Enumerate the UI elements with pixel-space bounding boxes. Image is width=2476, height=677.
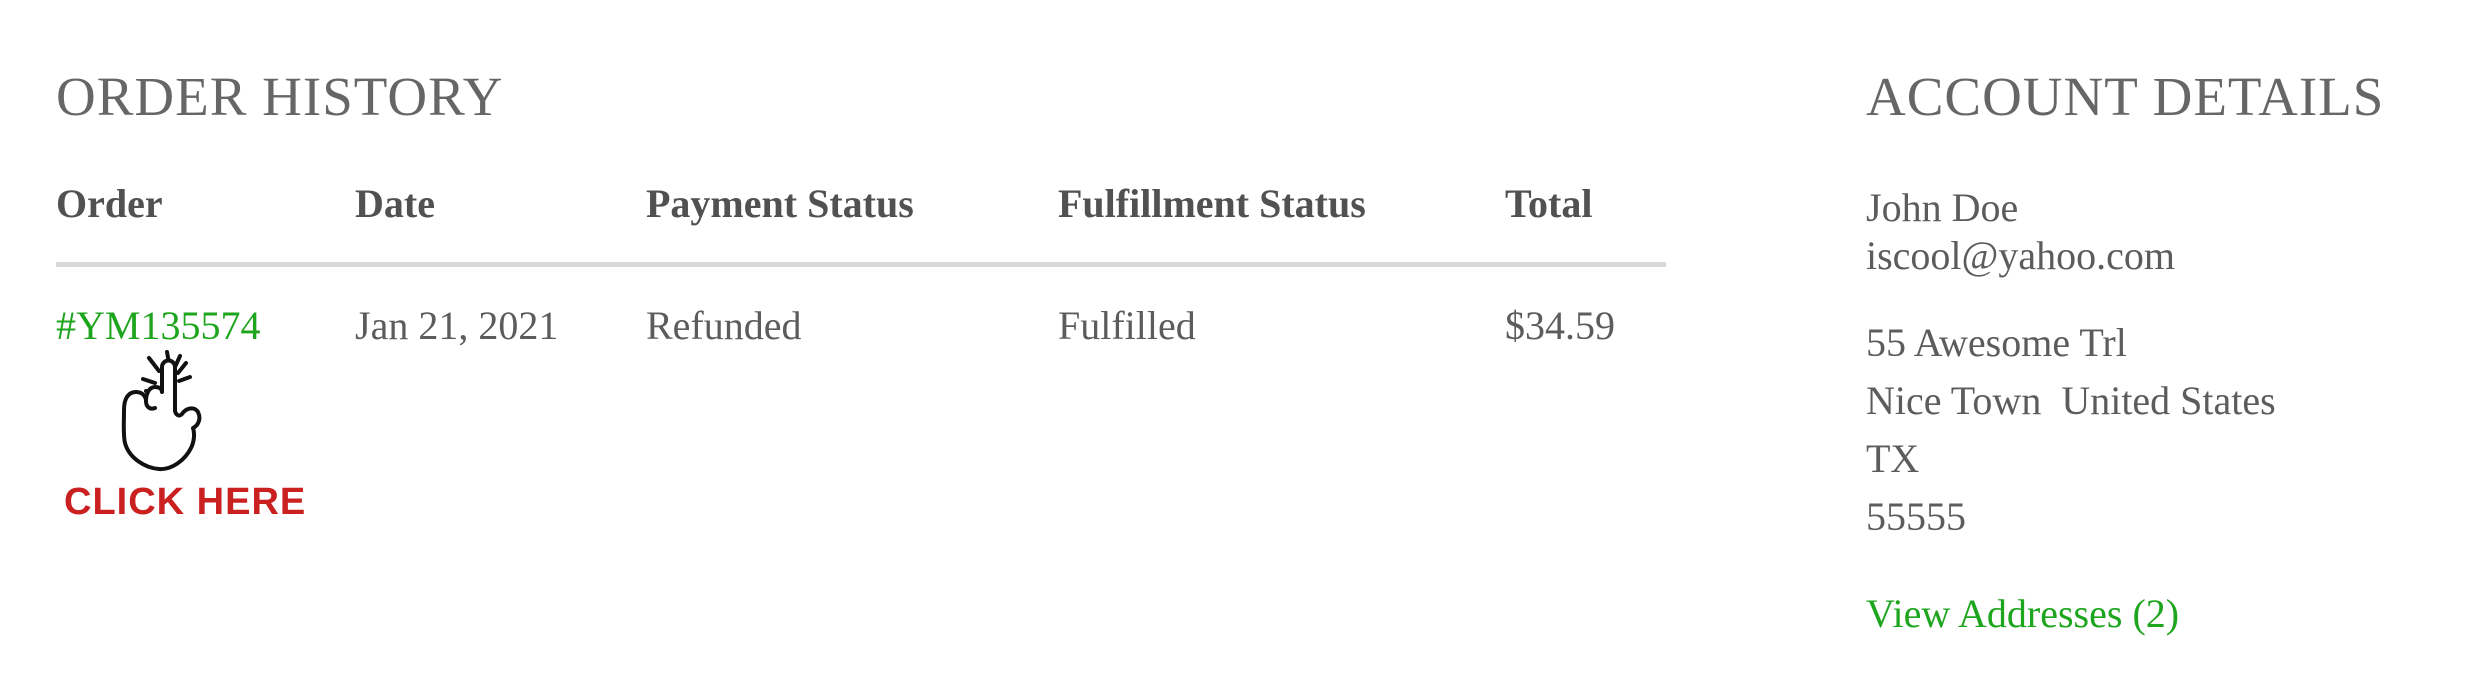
address-state: TX — [1866, 436, 1920, 481]
column-header-total: Total — [1505, 181, 1593, 226]
click-ray — [147, 356, 161, 373]
order-total-cell: $34.59 — [1505, 303, 1615, 348]
address-city-country: Nice Town United States — [1866, 378, 2276, 423]
table-header-divider — [56, 262, 1666, 267]
customer-email: iscool@yahoo.com — [1866, 233, 2176, 278]
default-address: 55 Awesome Trl Nice Town United States T… — [1866, 314, 2276, 546]
customer-name: John Doe — [1866, 185, 2019, 230]
column-header-date: Date — [355, 181, 435, 226]
account-details-title: ACCOUNT DETAILS — [1866, 66, 2385, 127]
address-zip: 55555 — [1866, 494, 1966, 539]
order-number-link[interactable]: #YM135574 — [56, 303, 261, 348]
click-ray — [176, 361, 188, 375]
address-street: 55 Awesome Trl — [1866, 320, 2127, 365]
fulfillment-status-cell: Fulfilled — [1058, 303, 1196, 348]
column-header-order: Order — [56, 181, 163, 226]
column-header-fulfillment-status: Fulfillment Status — [1058, 181, 1366, 226]
column-header-payment-status: Payment Status — [646, 181, 914, 226]
payment-status-cell: Refunded — [646, 303, 802, 348]
order-number-cell: #YM135574 — [56, 306, 355, 346]
tap-click-hand-icon — [121, 350, 202, 472]
order-date-cell: Jan 21, 2021 — [355, 303, 559, 348]
order-table-header: Order Date Payment Status Fulfillment St… — [56, 184, 1676, 224]
view-addresses-link[interactable]: View Addresses (2) — [1866, 591, 2180, 636]
order-table-row: #YM135574 Jan 21, 2021 Refunded Fulfille… — [56, 306, 1676, 346]
order-history-title: ORDER HISTORY — [56, 66, 504, 127]
curled-finger-detail — [144, 399, 157, 411]
click-here-label: CLICK HERE — [64, 481, 307, 523]
account-identity: John Doe iscool@yahoo.com — [1866, 184, 2175, 280]
click-ray — [141, 377, 157, 385]
click-ray — [177, 375, 192, 383]
